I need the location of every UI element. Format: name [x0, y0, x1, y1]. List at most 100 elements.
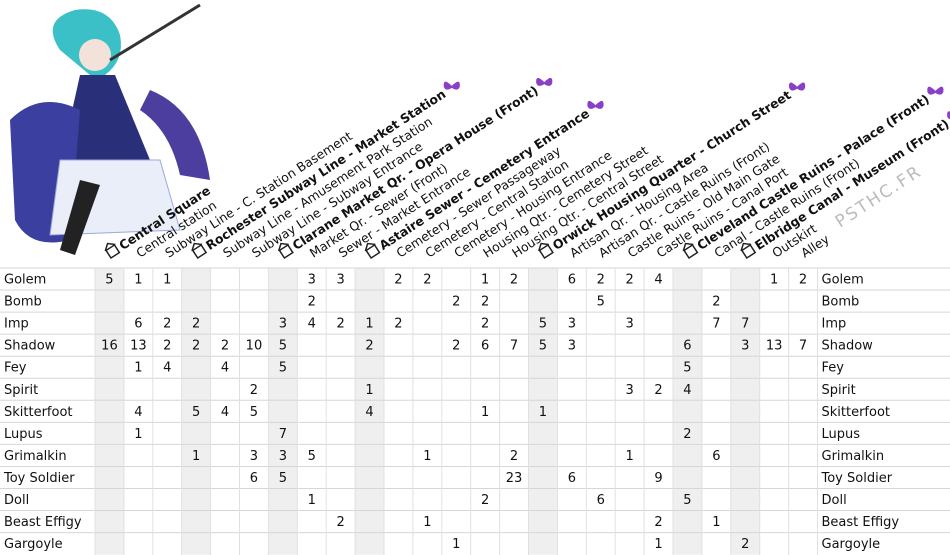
row-label-right: Skitterfoot [822, 405, 891, 420]
column-shade [673, 268, 702, 555]
butterfly-wing [788, 82, 806, 91]
cell-value: 2 [308, 295, 316, 310]
cell-value: 2 [452, 295, 460, 310]
house-icon [538, 243, 554, 260]
cell-value: 5 [105, 273, 113, 288]
row-label: Gargoyle [4, 537, 63, 552]
row-label-right: Imp [822, 317, 847, 332]
house-roof [104, 242, 116, 252]
cell-value: 4 [654, 273, 662, 288]
cell-value: 2 [712, 295, 720, 310]
cell-value: 2 [337, 515, 345, 530]
column-shade [730, 268, 760, 555]
cell-value: 5 [539, 317, 547, 332]
house-icon [191, 243, 208, 260]
cell-value: 3 [741, 339, 749, 354]
cell-value: 4 [163, 361, 171, 376]
cell-value: 3 [626, 383, 634, 398]
row-label: Grimalkin [4, 449, 67, 464]
cell-value: 6 [134, 317, 142, 332]
row-label-right: Lupus [822, 427, 861, 442]
character-art [10, 3, 210, 255]
cell-value: 5 [539, 339, 547, 354]
cell-value: 4 [221, 361, 229, 376]
cell-value: 2 [394, 317, 402, 332]
cell-value: 2 [597, 273, 605, 288]
cell-value: 9 [654, 471, 662, 486]
cell-value: 1 [134, 361, 142, 376]
cell-value: 2 [626, 273, 634, 288]
cell-value: 2 [481, 295, 489, 310]
house-roof [682, 242, 694, 252]
cell-value: 2 [481, 493, 489, 508]
butterfly-icon [927, 86, 944, 95]
cell-value: 5 [192, 405, 200, 420]
cell-value: 7 [741, 317, 749, 332]
row-label-right: Golem [822, 273, 864, 288]
cell-value: 2 [423, 273, 431, 288]
cell-value: 4 [134, 405, 142, 420]
butterfly-icon [536, 77, 553, 86]
house-icon [105, 243, 121, 260]
cell-value: 1 [134, 427, 142, 442]
butterfly-icon [947, 111, 950, 120]
cell-value: 2 [365, 339, 373, 354]
house-icon [683, 243, 699, 260]
cell-value: 2 [510, 449, 518, 464]
row-label: Lupus [4, 427, 43, 442]
cell-value: 3 [568, 317, 576, 332]
cell-value: 7 [279, 427, 287, 442]
cell-value: 13 [130, 339, 147, 354]
row-label: Fey [4, 361, 27, 376]
row-label: Shadow [4, 339, 56, 354]
column-shade [355, 268, 384, 555]
cell-value: 3 [279, 449, 287, 464]
house-roof [364, 242, 376, 252]
cell-value: 10 [246, 339, 263, 354]
cell-value: 3 [337, 273, 345, 288]
house-icon [278, 243, 294, 260]
house-roof [277, 242, 289, 252]
cell-value: 3 [568, 339, 576, 354]
cell-value: 5 [597, 295, 605, 310]
cell-value: 7 [799, 339, 807, 354]
cell-value: 5 [279, 361, 287, 376]
cell-value: 2 [452, 339, 460, 354]
cell-value: 1 [423, 515, 431, 530]
cell-value: 6 [250, 471, 258, 486]
row-label: Bomb [4, 295, 42, 310]
butterfly-icon [443, 81, 460, 90]
cell-value: 2 [799, 273, 807, 288]
column-shade [181, 268, 211, 555]
column-shade [268, 268, 298, 555]
column-shade [95, 268, 124, 555]
cell-value: 1 [539, 405, 547, 420]
cell-value: 1 [365, 317, 373, 332]
butterfly-wing [587, 100, 604, 109]
butterfly-wing [927, 86, 944, 95]
cell-value: 1 [712, 515, 720, 530]
cell-value: 2 [741, 537, 749, 552]
house-icon [365, 243, 381, 260]
cell-value: 2 [221, 339, 229, 354]
row-label-right: Fey [822, 361, 845, 376]
house-icon [740, 243, 757, 260]
row-label-right: Beast Effigy [822, 515, 900, 530]
butterfly-wing [947, 111, 950, 120]
cell-value: 1 [423, 449, 431, 464]
cell-value: 1 [481, 405, 489, 420]
cell-value: 2 [163, 317, 171, 332]
row-label-right: Toy Soldier [821, 471, 893, 486]
cell-value: 3 [250, 449, 258, 464]
butterfly-icon [587, 100, 604, 109]
row-label: Doll [4, 493, 29, 508]
row-label: Skitterfoot [4, 405, 73, 420]
row-label: Spirit [4, 383, 38, 398]
row-label-right: Spirit [822, 383, 856, 398]
cell-value: 1 [365, 383, 373, 398]
cell-value: 5 [279, 471, 287, 486]
cell-value: 6 [568, 273, 576, 288]
cell-value: 1 [481, 273, 489, 288]
cell-value: 3 [626, 317, 634, 332]
